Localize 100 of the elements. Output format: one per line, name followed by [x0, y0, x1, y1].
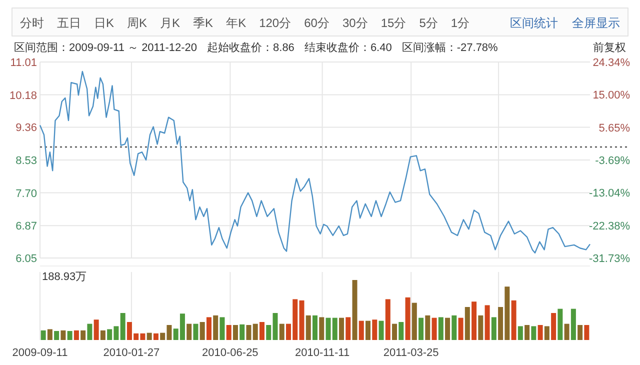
- text: 日K: [94, 16, 114, 30]
- bar: [412, 302, 417, 340]
- bar: [40, 330, 46, 340]
- text: 季K: [193, 16, 214, 30]
- text: 15分: [380, 16, 406, 30]
- bar: [80, 330, 86, 340]
- text: 区间涨幅：-27.78%: [402, 42, 498, 54]
- bar: [570, 308, 576, 340]
- text: 结束收盘价：6.40: [304, 41, 392, 54]
- text: 五日: [57, 16, 81, 30]
- bar: [120, 313, 126, 340]
- text: 区间统计: [510, 16, 558, 30]
- text: 120分: [259, 16, 292, 30]
- text: 年K: [226, 16, 246, 30]
- bar: [87, 324, 92, 340]
- bar: [206, 317, 212, 340]
- bar: [232, 325, 238, 340]
- text: 月K: [160, 16, 180, 30]
- bar: [378, 320, 384, 340]
- bar: [339, 318, 344, 340]
- bar: [213, 315, 218, 340]
- x-tick-label: 2011-03-25: [383, 347, 439, 359]
- bar: [47, 329, 52, 340]
- bar: [551, 313, 556, 340]
- bar: [584, 325, 590, 340]
- text: 区间范围：2009-09-11 ～ 2011-12-20: [14, 41, 198, 54]
- y-tick-label: 6.87: [16, 220, 37, 233]
- bar: [246, 325, 252, 340]
- x-tick-label: 2009-09-11: [12, 347, 68, 359]
- bar: [392, 324, 398, 340]
- text: 5分: [419, 16, 438, 30]
- bar: [491, 317, 496, 340]
- bar: [458, 318, 464, 340]
- y2-tick-label: 24.34%: [592, 57, 630, 69]
- bar: [312, 315, 318, 340]
- y2-tick-label: -3.69%: [595, 154, 630, 167]
- bar: [445, 318, 450, 340]
- text: 1分: [450, 16, 470, 30]
- bar: [438, 317, 444, 340]
- bar: [226, 325, 232, 340]
- line-series: [39, 70, 591, 254]
- y2-tick-label: 15.00%: [592, 90, 630, 102]
- bar: [319, 317, 324, 340]
- bar: [478, 315, 484, 340]
- y2-tick-label: -13.04%: [589, 188, 630, 200]
- y-tick-label: 8.53: [16, 155, 37, 167]
- y2-tick-label: 5.65%: [598, 122, 630, 134]
- y-tick-label: 7.70: [16, 188, 37, 200]
- annotation: 188.93万: [42, 271, 87, 283]
- bar: [538, 325, 543, 340]
- bar: [372, 320, 378, 340]
- bar: [484, 305, 490, 340]
- text: 周K: [127, 16, 148, 30]
- bar: [279, 324, 284, 340]
- bar: [544, 326, 550, 340]
- bar: [472, 302, 477, 340]
- bar: [418, 318, 424, 340]
- text: 30分: [342, 16, 368, 30]
- y2-tick-label: -31.73%: [589, 253, 630, 265]
- bar: [564, 324, 570, 340]
- x-tick-label: 2010-01-27: [103, 347, 160, 359]
- y-tick-label: 9.36: [16, 122, 37, 134]
- bar: [352, 280, 358, 340]
- bar: [346, 317, 351, 340]
- bar: [67, 331, 72, 340]
- bar: [259, 322, 264, 340]
- bar: [464, 307, 470, 340]
- bar: [358, 320, 364, 340]
- text: 60分: [304, 16, 330, 30]
- bar: [524, 325, 530, 340]
- bar: [578, 325, 583, 340]
- bar: [193, 324, 198, 340]
- bar: [54, 331, 60, 340]
- text: 前复权: [593, 42, 626, 54]
- bar: [60, 330, 66, 340]
- bar: [531, 326, 536, 340]
- bar: [558, 308, 563, 340]
- bar: [432, 318, 437, 340]
- bar: [306, 315, 311, 340]
- bar: [240, 324, 245, 340]
- text: 分时: [20, 16, 44, 30]
- bar: [186, 324, 192, 340]
- text: 起始收盘价：8.86: [207, 42, 294, 54]
- x-tick-label: 2010-06-25: [202, 347, 258, 359]
- bar: [452, 315, 457, 340]
- y2-tick-label: -22.38%: [589, 220, 630, 232]
- bar: [518, 326, 523, 340]
- bar: [252, 324, 258, 340]
- bar: [398, 322, 404, 340]
- x-tick-label: 2010-11-11: [294, 347, 350, 359]
- text: 全屏显示: [572, 16, 620, 30]
- bar: [511, 300, 516, 340]
- bar: [425, 315, 430, 340]
- bar: [220, 317, 225, 340]
- y-tick-label: 10.18: [9, 90, 37, 102]
- y-tick-label: 6.05: [16, 253, 37, 265]
- bar: [100, 330, 106, 340]
- bar: [74, 330, 79, 340]
- bar: [405, 297, 410, 340]
- bar: [153, 333, 158, 340]
